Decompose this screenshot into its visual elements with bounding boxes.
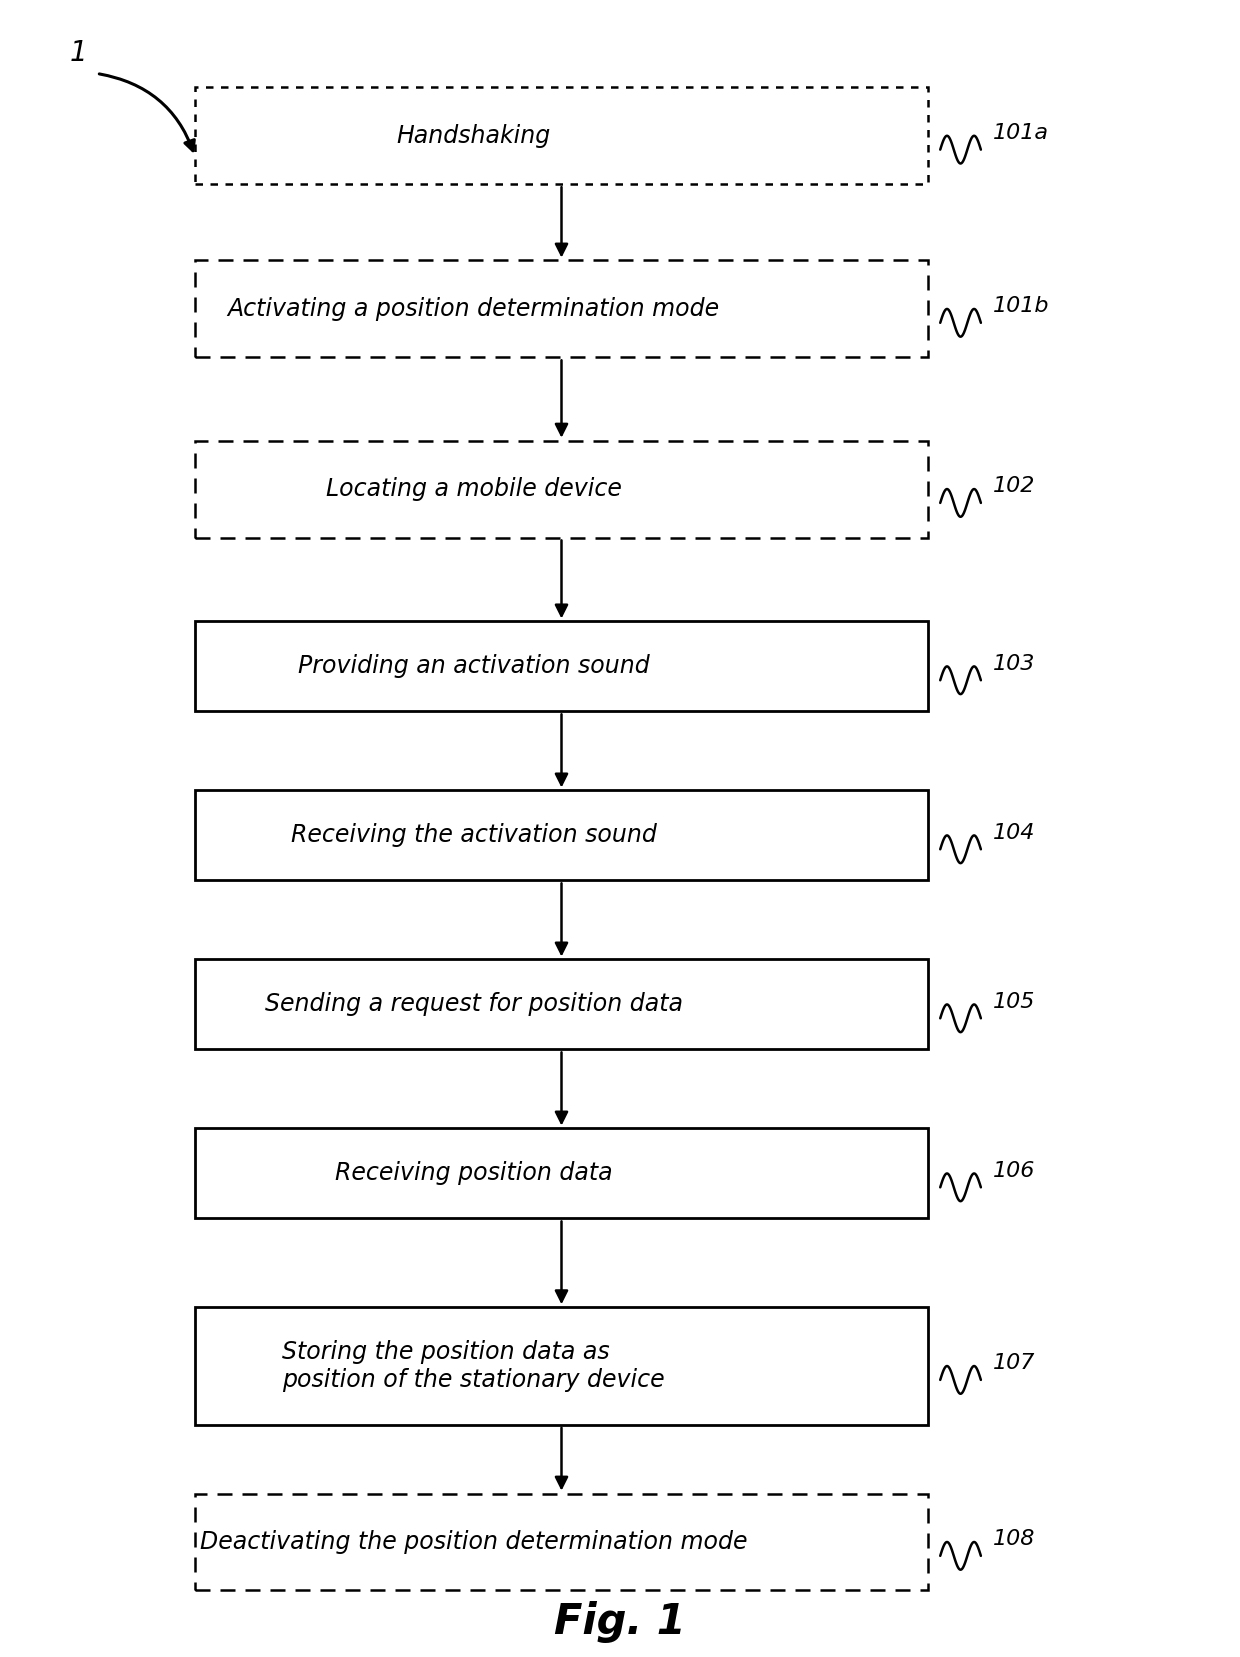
Text: Locating a mobile device: Locating a mobile device (326, 477, 621, 500)
Text: 103: 103 (993, 653, 1035, 674)
Text: Receiving position data: Receiving position data (335, 1162, 613, 1185)
Text: Fig. 1: Fig. 1 (554, 1601, 686, 1644)
Text: Activating a position determination mode: Activating a position determination mode (227, 297, 719, 321)
Text: Storing the position data as
position of the stationary device: Storing the position data as position of… (283, 1341, 665, 1392)
Text: 101b: 101b (993, 297, 1050, 316)
Text: Receiving the activation sound: Receiving the activation sound (290, 824, 656, 847)
Text: 108: 108 (993, 1529, 1035, 1549)
Text: 105: 105 (993, 991, 1035, 1012)
Text: Sending a request for position data: Sending a request for position data (264, 993, 682, 1016)
Text: Deactivating the position determination mode: Deactivating the position determination … (200, 1529, 748, 1554)
Text: Providing an activation sound: Providing an activation sound (298, 655, 650, 678)
Text: 106: 106 (993, 1160, 1035, 1181)
Text: Handshaking: Handshaking (397, 124, 551, 147)
Text: 104: 104 (993, 822, 1035, 843)
Text: 1: 1 (69, 38, 87, 66)
Text: 102: 102 (993, 476, 1035, 497)
Text: 101a: 101a (993, 123, 1049, 143)
Text: 107: 107 (993, 1354, 1035, 1374)
